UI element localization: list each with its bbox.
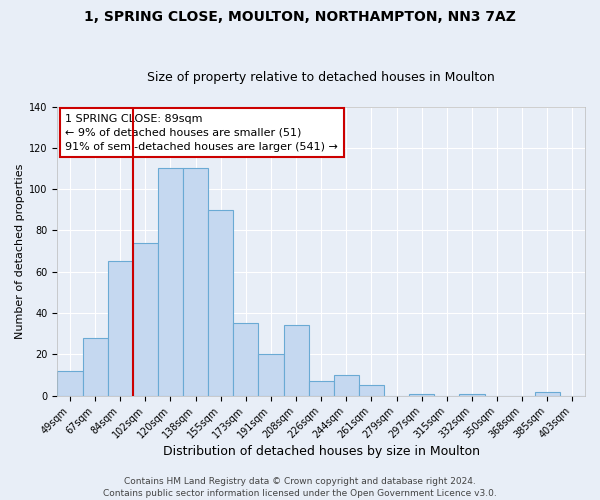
Bar xyxy=(460,394,485,396)
Bar xyxy=(158,168,183,396)
Bar xyxy=(259,354,284,396)
Bar xyxy=(233,324,259,396)
Bar xyxy=(183,168,208,396)
Bar xyxy=(359,386,384,396)
Bar xyxy=(409,394,434,396)
Bar xyxy=(308,381,334,396)
Bar xyxy=(58,371,83,396)
Text: Contains HM Land Registry data © Crown copyright and database right 2024.
Contai: Contains HM Land Registry data © Crown c… xyxy=(103,476,497,498)
Y-axis label: Number of detached properties: Number of detached properties xyxy=(15,164,25,339)
Bar xyxy=(284,326,308,396)
X-axis label: Distribution of detached houses by size in Moulton: Distribution of detached houses by size … xyxy=(163,444,479,458)
Bar xyxy=(208,210,233,396)
Bar xyxy=(334,375,359,396)
Bar xyxy=(107,262,133,396)
Bar xyxy=(83,338,107,396)
Text: 1 SPRING CLOSE: 89sqm
← 9% of detached houses are smaller (51)
91% of semi-detac: 1 SPRING CLOSE: 89sqm ← 9% of detached h… xyxy=(65,114,338,152)
Bar xyxy=(133,243,158,396)
Text: 1, SPRING CLOSE, MOULTON, NORTHAMPTON, NN3 7AZ: 1, SPRING CLOSE, MOULTON, NORTHAMPTON, N… xyxy=(84,10,516,24)
Bar xyxy=(535,392,560,396)
Title: Size of property relative to detached houses in Moulton: Size of property relative to detached ho… xyxy=(148,72,495,85)
